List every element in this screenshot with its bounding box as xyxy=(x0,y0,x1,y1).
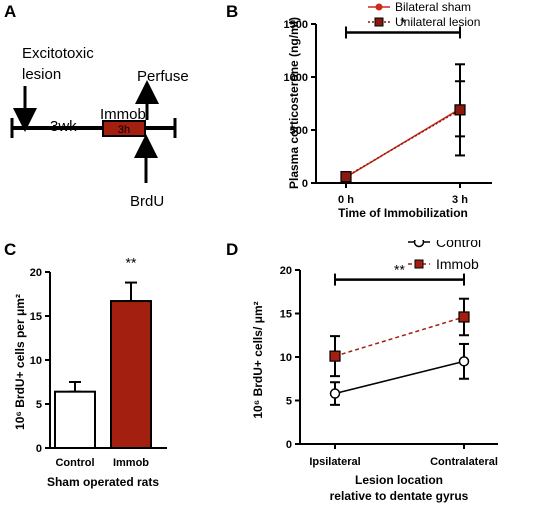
lesion-label: lesion xyxy=(22,66,61,83)
immob-label: Immob xyxy=(100,106,146,123)
y-axis-label: 10⁶ BrdU+ cells/ μm² xyxy=(251,301,265,418)
bar xyxy=(54,390,96,449)
x-tick-label: Immob xyxy=(113,457,149,469)
data-point xyxy=(329,350,341,362)
x-axis-label-line2: relative to dentate gyrus xyxy=(330,489,469,503)
x-tick-label: Contralateral xyxy=(430,456,498,468)
data-point xyxy=(458,356,470,367)
weeks-label: 3wk xyxy=(50,118,77,135)
data-point xyxy=(340,171,352,183)
y-tick-label: 10 xyxy=(280,352,292,364)
legend-immob-marker xyxy=(414,259,424,269)
series-line-1 xyxy=(334,316,465,357)
y-tick-label: 15 xyxy=(30,311,42,323)
x-axis-label: Lesion location xyxy=(355,473,443,487)
bar xyxy=(110,300,152,450)
brdu-label: BrdU xyxy=(130,193,164,210)
x-tick-label: Ipsilateral xyxy=(309,456,360,468)
legend-unilateral-marker xyxy=(374,17,384,27)
significance-marker: * xyxy=(400,14,406,30)
y-axis-label: 10⁶ BrdU+ cells per μm² xyxy=(13,294,27,430)
x-tick-label: 3 h xyxy=(452,194,468,206)
y-axis-label: Plasma corticosterone (ng/ml) xyxy=(287,17,301,189)
y-tick-label: 15 xyxy=(280,309,292,321)
legend-bilateral-marker xyxy=(375,3,383,11)
series-line-0 xyxy=(334,360,465,395)
y-tick-label: 5 xyxy=(36,399,42,411)
legend-unilateral-label: Unilateral lesion xyxy=(395,15,480,29)
data-point xyxy=(329,388,341,399)
x-tick-label: Control xyxy=(55,457,94,469)
panel-b-label: B xyxy=(226,2,239,21)
legend-immob-label: Immob xyxy=(436,256,479,272)
y-tick-label: 1500 xyxy=(284,19,308,31)
excitotoxic-label: Excitotoxic xyxy=(22,45,94,62)
y-tick-label: 20 xyxy=(30,267,42,279)
y-tick-label: 0 xyxy=(36,443,42,455)
x-tick-label: 0 h xyxy=(338,194,354,206)
perfuse-label: Perfuse xyxy=(137,68,189,85)
data-point xyxy=(454,104,466,116)
y-tick-label: 1000 xyxy=(284,72,308,84)
panel-c-chart: ** 0 5 10 15 20 Control Immob 10⁶ BrdU+ cells … xyxy=(13,255,167,489)
legend-control-label: Control xyxy=(436,240,481,250)
y-tick-label: 10 xyxy=(30,355,42,367)
y-tick-label: 0 xyxy=(286,439,292,451)
legend-bilateral-label: Bilateral sham xyxy=(395,0,471,14)
y-tick-label: 5 xyxy=(286,396,292,408)
panel-d-label: D xyxy=(226,240,239,259)
panel-c-label: C xyxy=(4,240,17,259)
hours-label: 3h xyxy=(118,124,130,136)
panel-a-label: A xyxy=(4,2,17,21)
significance-marker: ** xyxy=(126,255,137,271)
panel-b-chart: Bilateral sham Unilateral lesion * 0 500 1… xyxy=(284,0,492,220)
x-axis-label: Sham operated rats xyxy=(47,475,159,489)
y-tick-label: 500 xyxy=(290,125,308,137)
panel-d-chart: Control Immob ** 0 5 10 15 20 Ipsilateral Cont… xyxy=(251,240,498,503)
data-point xyxy=(458,311,470,323)
y-tick-label: 0 xyxy=(302,178,308,190)
y-tick-label: 20 xyxy=(280,265,292,277)
timeline-diagram: Excitotoxic lesion 3wk Immob 3h Perfuse … xyxy=(10,45,189,210)
x-axis-label: Time of Immobilization xyxy=(338,206,468,220)
immobilization-block xyxy=(102,120,146,137)
legend-control-marker xyxy=(413,240,425,248)
significance-marker: ** xyxy=(394,262,405,278)
